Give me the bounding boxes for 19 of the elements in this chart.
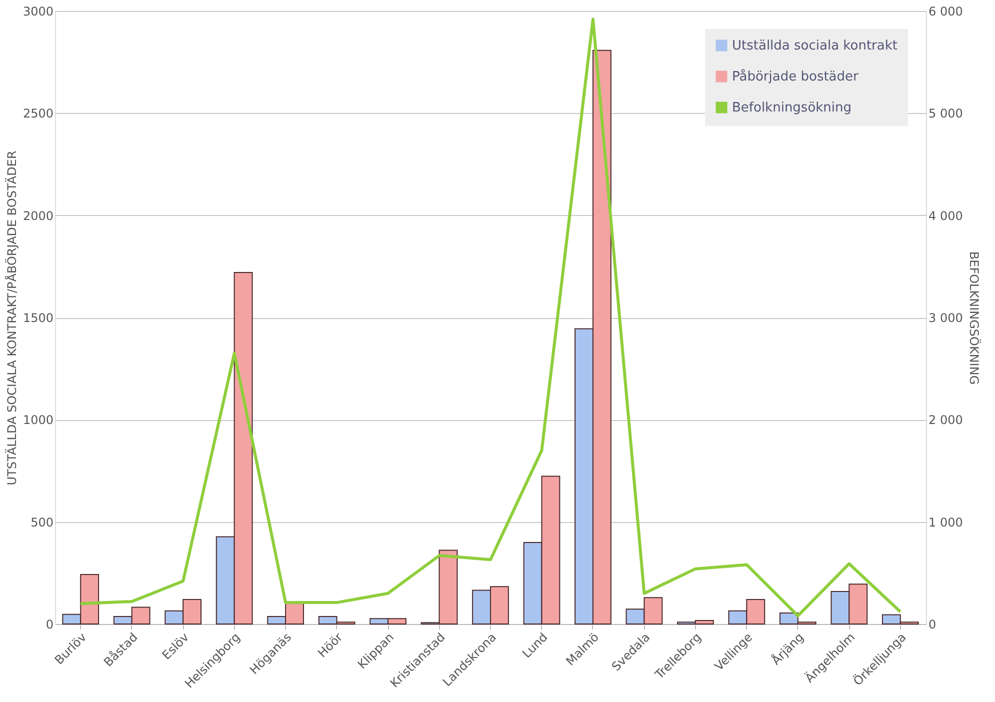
y2-tick-label: 2 000	[928, 413, 963, 428]
y-tick-label: 1500	[22, 311, 54, 325]
legend-label: Befolkningsökning	[732, 100, 852, 116]
y2-tick-label: 3 000	[928, 311, 963, 325]
y-axis-title: UTSTÄLLDA SOCIALA KONTRAKT/PÅBÖRJADE BOSTÄDER	[4, 150, 19, 486]
y2-tick-label: 5 000	[928, 106, 963, 121]
legend-label: Påbörjade bostäder	[732, 68, 860, 84]
y-tick-label: 1000	[22, 413, 54, 428]
y-tick-label: 0	[46, 618, 54, 632]
y-tick-label: 3000	[22, 4, 54, 18]
y-tick-label: 2000	[22, 208, 54, 223]
y-tick-label: 500	[30, 515, 54, 530]
y-tick-label: 2500	[22, 106, 54, 121]
y2-axis-title: BEFOLKNINGSÖKNING	[966, 251, 981, 385]
legend-label: Utställda sociala kontrakt	[732, 38, 898, 54]
y2-tick-label: 4 000	[928, 208, 963, 223]
y2-tick-label: 1 000	[928, 515, 963, 530]
y2-tick-label: 0	[928, 618, 936, 632]
y2-tick-label: 6 000	[928, 4, 963, 18]
